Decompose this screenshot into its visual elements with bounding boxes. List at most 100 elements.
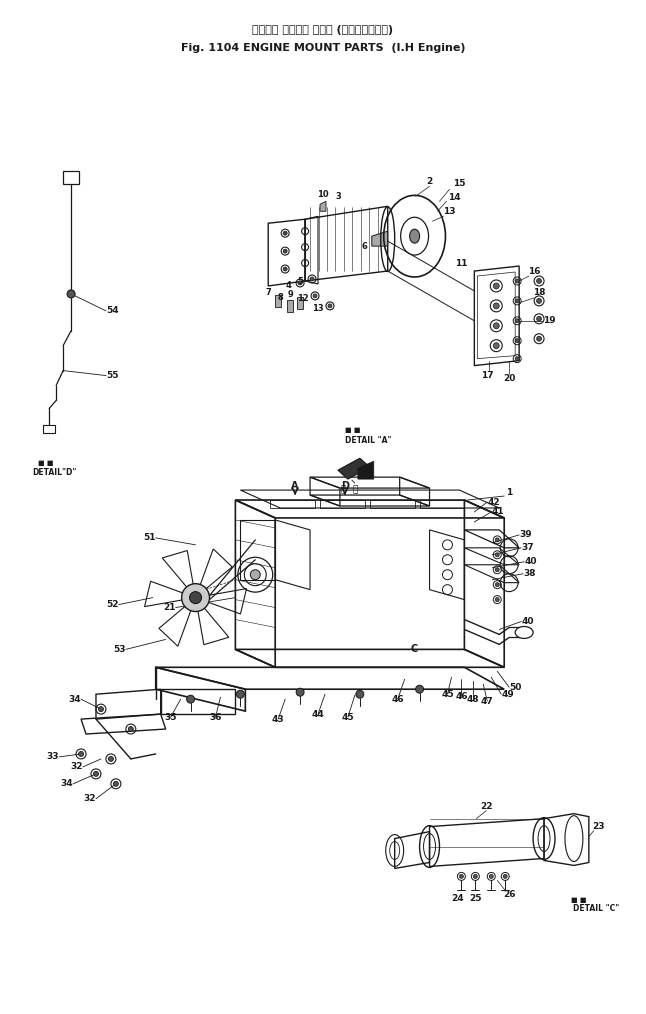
Circle shape	[537, 337, 541, 342]
Text: 53: 53	[113, 645, 126, 654]
Text: 42: 42	[487, 498, 500, 507]
Circle shape	[494, 283, 499, 289]
Circle shape	[98, 707, 103, 712]
Text: 46: 46	[391, 695, 404, 704]
Text: 7: 7	[266, 288, 271, 297]
Text: 20: 20	[503, 374, 516, 383]
Circle shape	[495, 568, 499, 572]
Text: 41: 41	[491, 507, 504, 516]
Text: 9: 9	[287, 290, 293, 299]
Circle shape	[494, 343, 499, 349]
Circle shape	[109, 756, 114, 762]
Text: 45: 45	[441, 690, 453, 699]
Text: 35: 35	[165, 713, 177, 722]
Circle shape	[187, 696, 194, 703]
Text: 10: 10	[317, 190, 329, 199]
Text: 4: 4	[286, 282, 291, 290]
Text: ■ ■: ■ ■	[571, 897, 587, 903]
Circle shape	[182, 584, 209, 611]
Circle shape	[515, 279, 519, 283]
Text: D: D	[341, 481, 349, 491]
Text: 24: 24	[451, 893, 464, 902]
Circle shape	[494, 303, 499, 309]
Circle shape	[495, 553, 499, 557]
Text: Fig. 1104 ENGINE MOUNT PARTS  (I.H Engine): Fig. 1104 ENGINE MOUNT PARTS (I.H Engine…	[181, 43, 465, 53]
Circle shape	[495, 537, 499, 541]
Text: 40: 40	[521, 617, 534, 626]
Text: 33: 33	[47, 752, 59, 762]
Text: 1: 1	[506, 488, 512, 497]
Circle shape	[515, 339, 519, 343]
Circle shape	[283, 267, 287, 271]
Text: 17: 17	[481, 371, 494, 380]
Circle shape	[503, 874, 507, 878]
Text: 32: 32	[70, 763, 83, 772]
Circle shape	[489, 874, 494, 878]
Circle shape	[537, 316, 541, 321]
Circle shape	[494, 322, 499, 329]
Polygon shape	[358, 461, 374, 480]
Text: 44: 44	[311, 710, 324, 719]
Circle shape	[474, 874, 477, 878]
Text: 13: 13	[443, 207, 455, 216]
Text: A: A	[291, 481, 299, 491]
Circle shape	[79, 751, 83, 756]
Circle shape	[415, 685, 424, 694]
Polygon shape	[338, 458, 370, 480]
Circle shape	[283, 249, 287, 254]
Circle shape	[283, 231, 287, 235]
Text: エンジン マウント パーツ (インタエンジン): エンジン マウント パーツ (インタエンジン)	[253, 25, 393, 35]
Text: 方: 方	[340, 486, 346, 495]
Text: 55: 55	[106, 371, 118, 380]
Circle shape	[94, 772, 98, 777]
Text: 38: 38	[523, 569, 536, 578]
Text: 52: 52	[107, 600, 119, 609]
Text: 25: 25	[469, 893, 481, 902]
Text: 50: 50	[509, 682, 521, 692]
Circle shape	[459, 874, 463, 878]
Circle shape	[537, 279, 541, 284]
Text: 23: 23	[592, 822, 605, 831]
Circle shape	[313, 294, 317, 298]
Circle shape	[310, 277, 314, 281]
Text: 8: 8	[277, 293, 283, 302]
Text: 47: 47	[481, 697, 494, 706]
Circle shape	[298, 281, 302, 285]
Text: 37: 37	[521, 544, 534, 553]
Circle shape	[515, 318, 519, 322]
Text: 21: 21	[163, 603, 176, 612]
Text: DETAIL "A": DETAIL "A"	[344, 436, 391, 445]
Polygon shape	[297, 297, 303, 309]
Circle shape	[328, 304, 332, 308]
Text: 前: 前	[352, 486, 357, 495]
Text: 3: 3	[335, 192, 341, 201]
Polygon shape	[372, 231, 388, 246]
Text: 45: 45	[342, 713, 354, 722]
Text: 26: 26	[503, 890, 516, 898]
Text: 18: 18	[533, 288, 545, 297]
Text: 46: 46	[455, 692, 468, 701]
Text: 14: 14	[448, 193, 461, 202]
Circle shape	[236, 691, 244, 699]
Text: 40: 40	[524, 558, 537, 566]
Circle shape	[296, 689, 304, 697]
Text: 54: 54	[106, 306, 119, 315]
Polygon shape	[287, 300, 293, 312]
Text: DETAIL "C": DETAIL "C"	[573, 903, 619, 913]
Text: 11: 11	[455, 259, 468, 268]
Text: 32: 32	[83, 794, 96, 803]
Text: 34: 34	[61, 780, 73, 788]
Ellipse shape	[250, 570, 260, 580]
Text: 6: 6	[362, 241, 368, 250]
Text: 43: 43	[272, 715, 284, 724]
Text: 36: 36	[209, 713, 222, 722]
Text: 2: 2	[426, 176, 433, 186]
Text: 16: 16	[528, 267, 540, 276]
Circle shape	[67, 290, 75, 298]
Circle shape	[515, 357, 519, 361]
Circle shape	[537, 298, 541, 303]
Text: 49: 49	[501, 690, 514, 699]
Text: C: C	[411, 644, 418, 654]
Text: ■ ■: ■ ■	[39, 460, 54, 466]
Text: ■ ■: ■ ■	[345, 427, 360, 433]
